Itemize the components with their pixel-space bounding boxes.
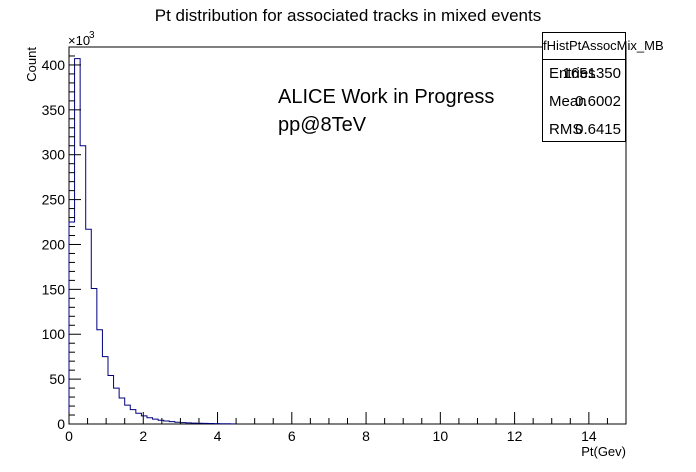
x-tick-label: 6 [288,428,296,444]
stats-entries-value: 1651350 [562,65,621,82]
y-multiplier-exponent: 3 [89,30,95,41]
stats-entries-row: Entries 1651350 [543,60,625,88]
y-axis-label: Count [24,47,39,82]
x-tick-label: 0 [65,428,73,444]
histogram-line [68,58,237,425]
y-multiplier-label: ×10 [68,33,90,48]
x-tick-label: 4 [214,428,222,444]
stats-rms-row: RMS 0.6415 [543,116,625,144]
stats-rms-value: 0.6415 [575,121,621,138]
y-tick-label: 300 [42,147,66,163]
chart-title: Pt distribution for associated tracks in… [154,6,542,25]
stats-mean-row: Mean 0.6002 [543,88,625,116]
y-tick-label: 400 [42,57,66,73]
stats-box: fHistPtAssocMix_MB Entries 1651350 Mean … [542,32,664,144]
stats-mean-value: 0.6002 [575,93,621,110]
stats-histogram-name: fHistPtAssocMix_MB [543,33,664,60]
stats-entries-label: Entries [549,65,596,82]
x-tick-label: 2 [139,428,147,444]
x-tick-label: 12 [507,428,523,444]
y-tick-label: 150 [42,281,66,297]
y-tick-label: 50 [49,371,65,387]
stats-rms-label: RMS [549,121,583,138]
y-tick-label: 350 [42,102,66,118]
stats-mean-label: Mean [549,93,587,110]
y-tick-label: 100 [42,326,66,342]
annotation-energy: pp@8TeV [278,114,367,136]
y-tick-label: 0 [57,416,65,432]
x-tick-label: 14 [581,428,597,444]
annotation-alice: ALICE Work in Progress [278,86,495,108]
y-tick-label: 200 [42,236,66,252]
x-axis-label: Pt(Gev) [581,444,626,459]
x-tick-label: 10 [433,428,449,444]
y-tick-label: 250 [42,192,66,208]
x-tick-label: 8 [362,428,370,444]
